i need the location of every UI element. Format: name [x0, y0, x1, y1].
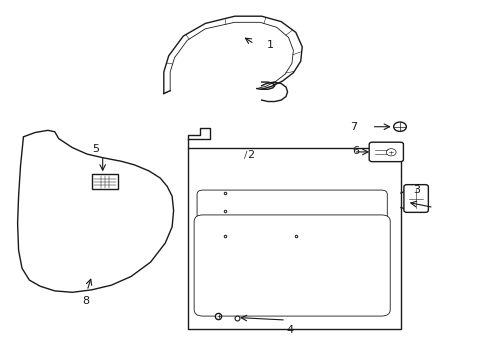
FancyBboxPatch shape — [368, 142, 403, 162]
FancyBboxPatch shape — [197, 190, 386, 237]
Text: 6: 6 — [352, 146, 359, 156]
Bar — [92, 174, 118, 189]
FancyBboxPatch shape — [403, 185, 427, 212]
Text: 3: 3 — [412, 185, 419, 195]
Text: 4: 4 — [285, 325, 293, 336]
Text: 7: 7 — [349, 122, 356, 132]
Text: 1: 1 — [266, 40, 273, 50]
Text: 5: 5 — [92, 144, 99, 154]
FancyBboxPatch shape — [194, 215, 389, 316]
Bar — [188, 148, 400, 329]
Text: 8: 8 — [82, 296, 89, 306]
Text: 2: 2 — [246, 150, 254, 160]
